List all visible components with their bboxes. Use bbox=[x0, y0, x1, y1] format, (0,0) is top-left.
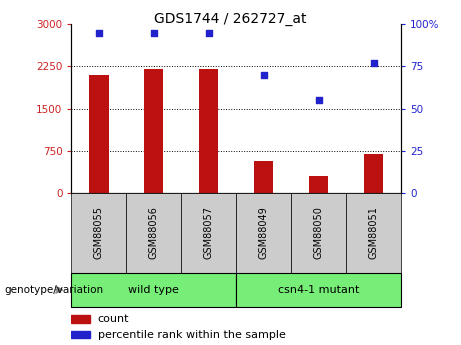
Point bbox=[260, 72, 267, 78]
Text: GSM88051: GSM88051 bbox=[369, 206, 378, 259]
Text: GSM88050: GSM88050 bbox=[313, 206, 324, 259]
Text: GSM88057: GSM88057 bbox=[204, 206, 214, 259]
FancyBboxPatch shape bbox=[236, 193, 291, 273]
Bar bbox=[364, 154, 383, 193]
Bar bbox=[254, 161, 273, 193]
FancyBboxPatch shape bbox=[236, 273, 401, 307]
Point bbox=[205, 30, 213, 35]
Text: GSM88049: GSM88049 bbox=[259, 207, 269, 259]
FancyBboxPatch shape bbox=[126, 193, 181, 273]
FancyBboxPatch shape bbox=[291, 193, 346, 273]
Bar bbox=[199, 69, 219, 193]
FancyBboxPatch shape bbox=[346, 193, 401, 273]
FancyBboxPatch shape bbox=[181, 193, 236, 273]
Text: genotype/variation: genotype/variation bbox=[5, 285, 104, 295]
Text: GSM88055: GSM88055 bbox=[94, 206, 104, 259]
Bar bbox=[309, 176, 328, 193]
Bar bbox=[144, 69, 164, 193]
FancyBboxPatch shape bbox=[71, 193, 126, 273]
Point bbox=[95, 30, 103, 35]
Text: GDS1744 / 262727_at: GDS1744 / 262727_at bbox=[154, 12, 307, 26]
Point bbox=[315, 97, 322, 103]
Point bbox=[370, 60, 377, 66]
Text: percentile rank within the sample: percentile rank within the sample bbox=[98, 330, 286, 340]
Text: count: count bbox=[98, 314, 130, 324]
FancyBboxPatch shape bbox=[71, 273, 236, 307]
Bar bbox=[71, 315, 90, 323]
Bar bbox=[71, 331, 90, 338]
Point bbox=[150, 30, 158, 35]
Text: wild type: wild type bbox=[129, 285, 179, 295]
Text: GSM88056: GSM88056 bbox=[149, 206, 159, 259]
Text: csn4-1 mutant: csn4-1 mutant bbox=[278, 285, 360, 295]
Bar bbox=[89, 75, 108, 193]
